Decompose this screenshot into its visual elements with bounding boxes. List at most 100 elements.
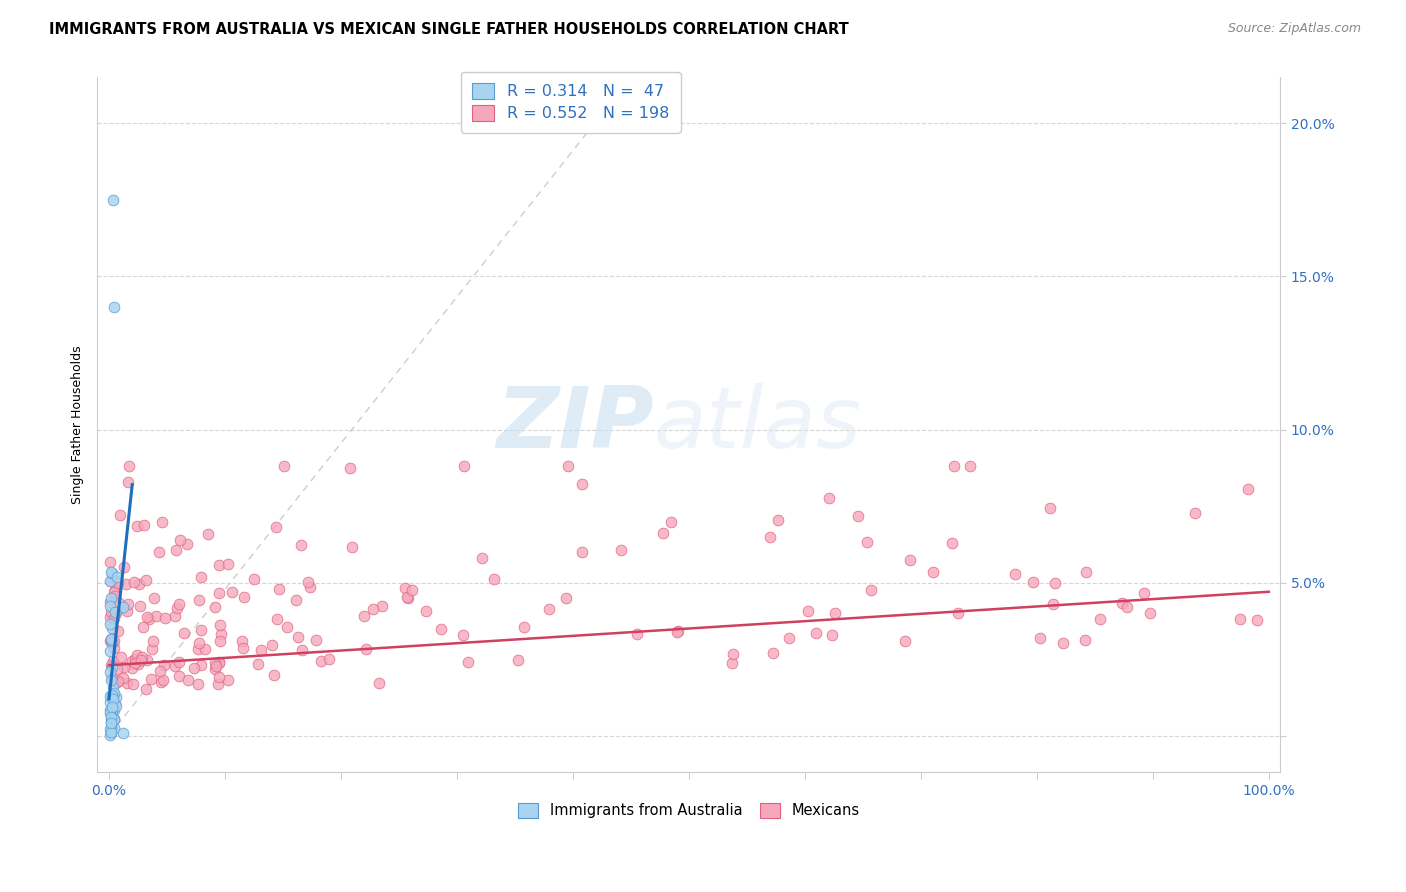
Point xyxy=(1139,607,1161,621)
Point xyxy=(1052,635,1074,649)
Point xyxy=(626,626,648,640)
Point xyxy=(1004,566,1026,581)
Legend: Immigrants from Australia, Mexicans: Immigrants from Australia, Mexicans xyxy=(512,797,866,824)
Point xyxy=(100,635,122,649)
Point xyxy=(371,599,394,613)
Point xyxy=(107,624,129,639)
Point xyxy=(103,692,125,706)
Point xyxy=(190,623,212,637)
Point xyxy=(124,652,146,666)
Point xyxy=(204,662,226,676)
Point xyxy=(205,659,228,673)
Point xyxy=(1039,501,1062,516)
Point xyxy=(824,607,846,621)
Point xyxy=(804,625,827,640)
Point xyxy=(266,612,288,626)
Point xyxy=(187,641,209,656)
Point xyxy=(115,675,138,690)
Point xyxy=(103,712,125,726)
Point xyxy=(197,527,219,541)
Point xyxy=(149,664,172,678)
Point xyxy=(100,673,122,687)
Point xyxy=(104,590,127,604)
Point xyxy=(100,605,122,619)
Point xyxy=(142,634,165,648)
Point xyxy=(131,649,153,664)
Point xyxy=(128,599,150,614)
Point xyxy=(100,565,122,579)
Point xyxy=(1116,599,1139,614)
Point xyxy=(100,725,122,739)
Point xyxy=(1074,565,1097,579)
Point xyxy=(187,593,209,607)
Point xyxy=(155,611,177,625)
Point xyxy=(233,590,256,604)
Point xyxy=(367,676,389,690)
Point xyxy=(98,722,121,736)
Point xyxy=(340,540,363,554)
Text: IMMIGRANTS FROM AUSTRALIA VS MEXICAN SINGLE FATHER HOUSEHOLDS CORRELATION CHART: IMMIGRANTS FROM AUSTRALIA VS MEXICAN SIN… xyxy=(49,22,849,37)
Point xyxy=(204,599,226,614)
Point xyxy=(339,461,361,475)
Point xyxy=(173,626,195,640)
Point xyxy=(112,660,135,674)
Point xyxy=(100,632,122,647)
Point xyxy=(104,605,127,619)
Point xyxy=(141,641,163,656)
Point xyxy=(318,652,340,666)
Point xyxy=(101,660,124,674)
Point xyxy=(276,620,298,634)
Point xyxy=(298,580,321,594)
Point xyxy=(114,577,136,591)
Point xyxy=(100,714,122,729)
Point xyxy=(136,653,159,667)
Point xyxy=(103,584,125,599)
Point xyxy=(190,658,212,673)
Point xyxy=(860,582,883,597)
Point xyxy=(117,475,139,489)
Point xyxy=(115,604,138,618)
Point xyxy=(107,576,129,591)
Point xyxy=(720,656,742,670)
Point xyxy=(103,654,125,668)
Point xyxy=(98,610,121,624)
Point xyxy=(284,593,307,607)
Point xyxy=(415,604,437,618)
Point xyxy=(287,630,309,644)
Point xyxy=(208,656,231,670)
Point xyxy=(98,665,121,680)
Point xyxy=(98,599,121,614)
Point xyxy=(395,590,418,604)
Point xyxy=(250,643,273,657)
Point xyxy=(856,534,879,549)
Point xyxy=(204,657,226,671)
Point xyxy=(1111,596,1133,610)
Point xyxy=(100,716,122,731)
Point xyxy=(111,725,134,739)
Point xyxy=(104,582,127,597)
Point xyxy=(260,638,283,652)
Point xyxy=(104,697,127,711)
Point xyxy=(848,508,870,523)
Point xyxy=(208,669,231,683)
Point xyxy=(100,706,122,721)
Point xyxy=(111,600,134,615)
Point xyxy=(273,459,295,474)
Point xyxy=(98,574,121,588)
Point xyxy=(484,572,506,586)
Point xyxy=(98,555,121,569)
Point xyxy=(797,604,820,618)
Point xyxy=(959,459,981,474)
Point xyxy=(163,608,186,623)
Point xyxy=(166,600,188,615)
Point xyxy=(188,636,211,650)
Point xyxy=(309,654,332,668)
Point xyxy=(818,491,841,506)
Point xyxy=(104,690,127,704)
Point xyxy=(103,712,125,726)
Point xyxy=(132,518,155,533)
Point xyxy=(723,647,745,661)
Point xyxy=(666,624,689,639)
Point xyxy=(101,566,124,581)
Point xyxy=(105,675,128,690)
